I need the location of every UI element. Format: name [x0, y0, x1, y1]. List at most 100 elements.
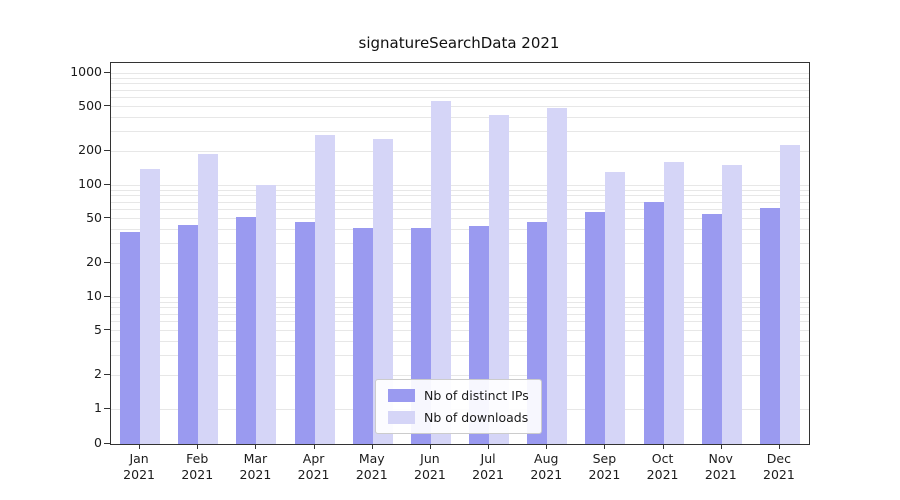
legend-label-distinct-ips: Nb of distinct IPs	[424, 388, 529, 403]
legend: Nb of distinct IPs Nb of downloads	[375, 379, 542, 434]
y-tick-label: 5	[94, 321, 102, 337]
x-tick	[371, 444, 373, 449]
x-tick	[488, 444, 490, 449]
x-tick	[778, 444, 780, 449]
legend-swatch-distinct-ips	[388, 389, 415, 402]
x-tick-label: Oct 2021	[646, 451, 679, 483]
bar-downloads	[140, 168, 161, 444]
bar-downloads	[314, 134, 335, 444]
bar-downloads	[779, 144, 800, 444]
x-tick-label: May 2021	[355, 451, 388, 483]
y-tick-label: 200	[78, 142, 102, 158]
gridline	[111, 89, 809, 91]
gridline	[111, 321, 809, 323]
x-tick	[255, 444, 257, 449]
gridline	[111, 301, 809, 303]
x-tick	[197, 444, 199, 449]
y-tick-label: 2	[94, 366, 102, 382]
x-tick	[604, 444, 606, 449]
x-tick-label: Sep 2021	[588, 451, 621, 483]
y-tick	[104, 442, 110, 444]
y-tick	[104, 407, 110, 409]
legend-swatch-downloads	[388, 411, 415, 424]
gridline	[111, 83, 809, 85]
gridline	[111, 330, 809, 332]
chart-title: signatureSearchData 2021	[358, 34, 560, 52]
y-tick	[104, 149, 110, 151]
x-tick-label: Nov 2021	[704, 451, 737, 483]
y-tick-label: 20	[86, 254, 102, 270]
x-tick	[313, 444, 315, 449]
bar-downloads	[489, 115, 510, 444]
y-tick	[104, 261, 110, 263]
gridline	[111, 106, 809, 108]
gridline	[111, 72, 809, 74]
y-tick	[104, 329, 110, 331]
bar-downloads	[721, 165, 742, 444]
bar-distinct-ips	[643, 202, 664, 444]
y-tick	[104, 295, 110, 297]
bar-distinct-ips	[236, 216, 257, 444]
gridline	[111, 313, 809, 315]
bar-distinct-ips	[701, 214, 722, 444]
gridline	[111, 195, 809, 197]
y-tick-label: 100	[78, 176, 102, 191]
y-tick	[104, 71, 110, 73]
bar-downloads	[547, 107, 568, 444]
bar-distinct-ips	[178, 224, 199, 444]
bar-downloads	[430, 101, 451, 444]
y-tick-label: 500	[78, 97, 102, 113]
bar-distinct-ips	[294, 221, 315, 444]
gridline	[111, 97, 809, 99]
y-tick-label: 10	[86, 288, 102, 303]
x-tick	[546, 444, 548, 449]
bar-downloads	[256, 185, 277, 444]
x-tick	[662, 444, 664, 449]
bar-downloads	[372, 139, 393, 444]
bar-downloads	[605, 172, 626, 444]
x-tick	[720, 444, 722, 449]
bar-distinct-ips	[759, 208, 780, 444]
gridline	[111, 243, 809, 245]
gridline	[111, 209, 809, 211]
y-tick-label: 0	[94, 435, 102, 450]
gridline	[111, 296, 809, 298]
gridline	[111, 229, 809, 231]
x-tick	[429, 444, 431, 449]
x-tick-label: Dec 2021	[763, 451, 795, 483]
x-tick	[139, 444, 141, 449]
x-tick-label: Jan 2021	[123, 451, 155, 483]
x-tick-label: Feb 2021	[181, 451, 214, 483]
gridline	[111, 262, 809, 264]
x-tick-label: Jul 2021	[472, 451, 504, 483]
bar-distinct-ips	[585, 212, 606, 444]
gridline	[111, 189, 809, 191]
gridline	[111, 374, 809, 376]
bar-downloads	[663, 162, 684, 444]
gridline	[111, 184, 809, 186]
plot-area: Nb of distinct IPs Nb of downloads	[110, 62, 810, 445]
legend-entry-downloads: Nb of downloads	[388, 410, 529, 425]
gridline	[111, 117, 809, 119]
y-tick-label: 50	[86, 209, 102, 225]
y-tick-label: 1000	[70, 64, 102, 79]
y-tick-label: 1	[94, 400, 102, 415]
bar-distinct-ips	[120, 232, 141, 444]
gridline	[111, 341, 809, 343]
gridline	[111, 355, 809, 357]
gridline	[111, 150, 809, 152]
x-tick-label: Aug 2021	[530, 451, 563, 483]
x-tick-label: Mar 2021	[239, 451, 272, 483]
x-tick-label: Jun 2021	[414, 451, 446, 483]
y-tick	[104, 217, 110, 219]
bar-downloads	[198, 153, 219, 444]
legend-entry-distinct-ips: Nb of distinct IPs	[388, 388, 529, 403]
x-tick-label: Apr 2021	[297, 451, 330, 483]
y-tick	[104, 105, 110, 107]
gridline	[111, 77, 809, 79]
gridline	[111, 218, 809, 220]
gridline	[111, 131, 809, 133]
bar-distinct-ips	[352, 228, 373, 444]
legend-label-downloads: Nb of downloads	[424, 410, 529, 425]
